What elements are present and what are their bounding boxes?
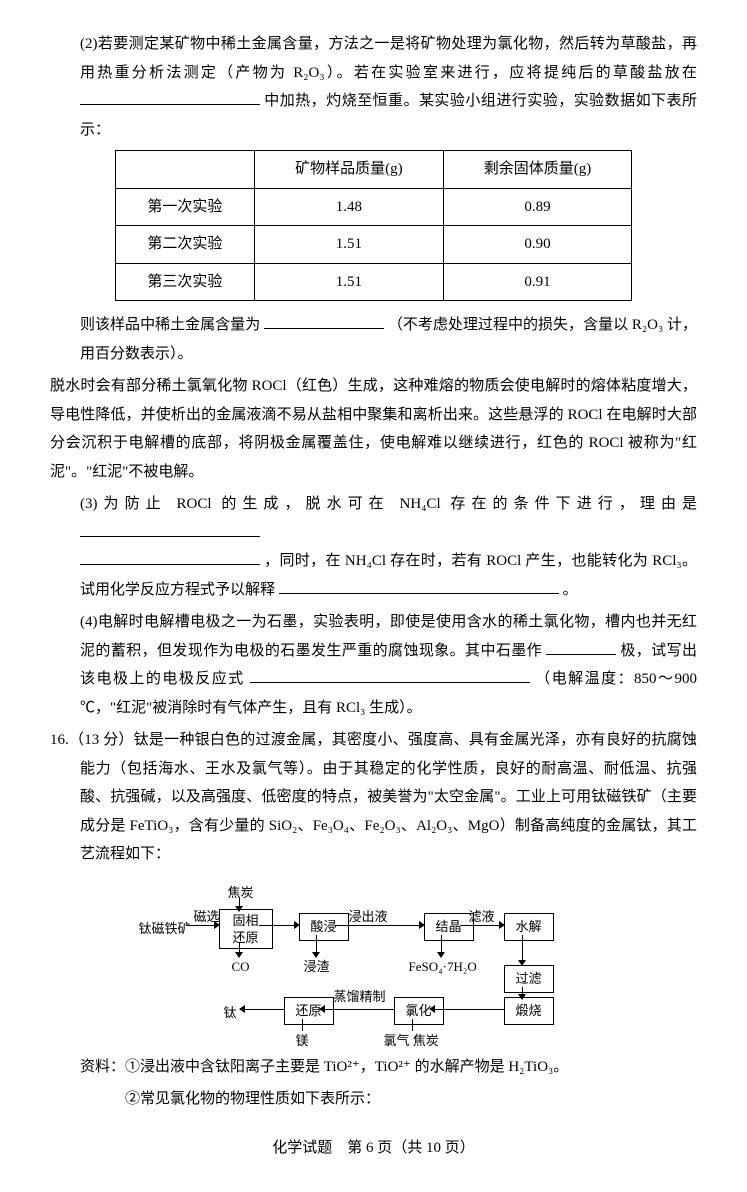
q2-para: (2)若要测定某矿物中稀土金属含量，方法之一是将矿物处理为氯化物，然后转为草酸盐… [50, 30, 697, 144]
q3-para: (3)为防止 ROCl 的生成，脱水可在 NH₄Cl 存在的条件下进行，理由是 … [50, 490, 697, 604]
flow-label: 氯气 焦炭 [384, 1029, 439, 1054]
flow-label: 钛 [224, 1001, 237, 1026]
flow-label: CO [232, 955, 250, 980]
q3-text3: 。 [563, 582, 578, 598]
flow-node: 水解 [504, 913, 554, 941]
flow-arrow [316, 935, 318, 957]
th2: 剩余固体质量(g) [443, 151, 632, 189]
q16-intro: 16.（13 分）钛是一种银白色的过渡金属，其密度小、强度高、具有金属光泽，亦有… [50, 726, 697, 869]
q16-res2: ②常见氯化物的物理性质如下表所示： [50, 1085, 697, 1114]
flow-arrow [441, 935, 443, 957]
q3-text1: (3)为防止 ROCl 的生成，脱水可在 NH₄Cl 存在的条件下进行，理由是 [80, 496, 697, 512]
flow-arrow [302, 1019, 304, 1031]
th1: 矿物样品质量(g) [255, 151, 444, 189]
flow-arrow [240, 1009, 284, 1011]
q4-blank2 [250, 666, 530, 684]
desc-para: 脱水时会有部分稀土氯氧化物 ROCl（红色）生成，这种难熔的物质会使电解时的熔体… [50, 372, 697, 486]
table-body: 第一次实验 1.48 0.89 第二次实验 1.51 0.90 第三次实验 1.… [115, 188, 632, 301]
flow-node: 固相还原 [219, 909, 273, 949]
q2-text3: 则该样品中稀土金属含量为 [80, 317, 260, 333]
table-row: 第二次实验 1.51 0.90 [115, 226, 632, 264]
q16-res1: 资料：①浸出液中含钛阳离子主要是 TiO²⁺，TiO²⁺ 的水解产物是 H₂Ti… [50, 1053, 697, 1082]
table-row: 第一次实验 1.48 0.89 [115, 188, 632, 226]
flow-node: 还原 [284, 997, 334, 1025]
q2-text1: (2)若要测定某矿物中稀土金属含量，方法之一是将矿物处理为氯化物，然后转为草酸盐… [80, 36, 697, 81]
flow-label: FeSO₄·7H₂O [409, 955, 477, 980]
flow-arrow [522, 987, 524, 999]
experiment-table: 矿物样品质量(g) 剩余固体质量(g) 第一次实验 1.48 0.89 第二次实… [115, 150, 633, 301]
th0 [115, 151, 254, 189]
flow-node: 过滤 [504, 965, 554, 993]
flow-arrow [239, 897, 241, 911]
flow-node: 煅烧 [504, 997, 554, 1025]
flow-arrow [320, 1009, 394, 1011]
flow-label: 镁 [296, 1029, 309, 1054]
flow-label: 蒸馏精制 [334, 985, 386, 1010]
q2-result: 则该样品中稀土金属含量为 （不考虑处理过程中的损失，含量以 R₂O₃ 计，用百分… [50, 311, 697, 368]
q2-blank1 [80, 88, 260, 106]
table-header-row: 矿物样品质量(g) 剩余固体质量(g) [115, 151, 632, 189]
flow-label: 焦炭 [228, 881, 254, 906]
flow-node: 酸浸 [299, 913, 349, 941]
flow-label: 浸渣 [304, 955, 330, 980]
flow-arrow [522, 935, 524, 965]
flow-arrow [186, 925, 219, 927]
q2-blank2 [264, 312, 384, 330]
flow-node: 氯化 [394, 997, 444, 1025]
flow-arrow [460, 925, 504, 927]
flow-arrow [412, 1019, 414, 1031]
q4-para: (4)电解时电解槽电极之一为石墨，实验表明，即使是使用含水的稀土氯化物，槽内也并… [50, 608, 697, 722]
page-footer: 化学试题 第 6 页（共 10 页） [50, 1134, 697, 1163]
q3-blank1 [80, 519, 260, 537]
process-flowchart: 固相还原酸浸结晶水解过滤煅烧氯化还原钛磁铁矿磁选焦炭浸出液滤液CO浸渣FeSO₄… [124, 879, 624, 1039]
flow-label: 钛磁铁矿 [139, 917, 191, 942]
flow-arrow [430, 1009, 504, 1011]
flow-arrow [335, 925, 424, 927]
flow-node: 结晶 [424, 913, 474, 941]
flow-arrow [259, 925, 299, 927]
flow-arrow [239, 943, 241, 957]
q3-blank1b [80, 548, 260, 566]
table-row: 第三次实验 1.51 0.91 [115, 263, 632, 301]
q4-blank1 [546, 637, 616, 655]
q3-blank2 [279, 576, 559, 594]
